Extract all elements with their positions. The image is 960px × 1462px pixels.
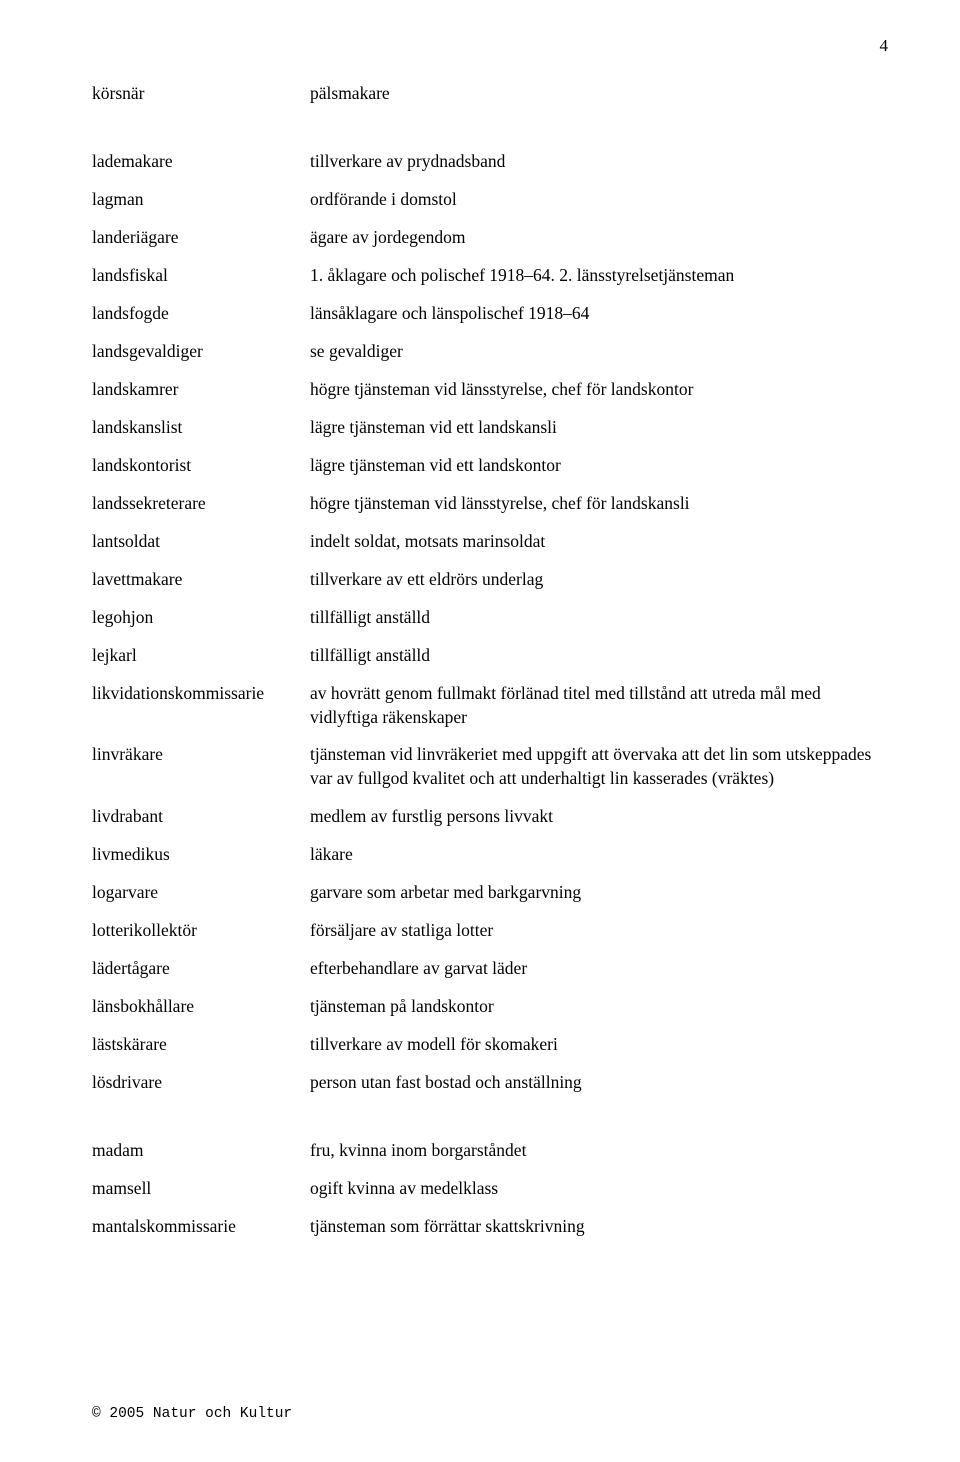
term-cell: landsfogde [92,302,310,340]
gap-cell [92,120,888,150]
term-cell: landssekreterare [92,492,310,530]
term-cell: landskontorist [92,454,310,492]
definition-cell: fru, kvinna inom borgarståndet [310,1139,888,1177]
definition-cell: tjänsteman på landskontor [310,995,888,1033]
glossary-row: landsgevaldigerse gevaldiger [92,340,888,378]
term-cell: körsnär [92,82,310,120]
glossary-row: madamfru, kvinna inom borgarståndet [92,1139,888,1177]
term-cell: landsfiskal [92,264,310,302]
term-cell: lantsoldat [92,530,310,568]
definition-cell: tillfälligt anställd [310,606,888,644]
term-cell: landeriägare [92,226,310,264]
term-cell: lösdrivare [92,1071,310,1109]
glossary-row: landsfogdelänsåklagare och länspolischef… [92,302,888,340]
term-cell: landskanslist [92,416,310,454]
term-cell: mamsell [92,1177,310,1215]
glossary-row: länsbokhållaretjänsteman på landskontor [92,995,888,1033]
definition-cell: tillverkare av ett eldrörs underlag [310,568,888,606]
page-number: 4 [880,36,889,56]
glossary-row: linvräkaretjänsteman vid linvräkeriet me… [92,743,888,805]
definition-cell: lägre tjänsteman vid ett landskontor [310,454,888,492]
term-cell: livmedikus [92,843,310,881]
term-cell: mantalskommissarie [92,1215,310,1253]
glossary-row: mamsellogift kvinna av medelklass [92,1177,888,1215]
definition-cell: lägre tjänsteman vid ett landskansli [310,416,888,454]
term-cell: lagman [92,188,310,226]
page: 4 körsnärpälsmakarelademakaretillverkare… [0,0,960,1462]
definition-cell: tjänsteman som förrättar skattskrivning [310,1215,888,1253]
term-cell: linvräkare [92,743,310,805]
term-cell: landsgevaldiger [92,340,310,378]
glossary-row: livdrabantmedlem av furstlig persons liv… [92,805,888,843]
definition-cell: länsåklagare och länspolischef 1918–64 [310,302,888,340]
term-cell: lästskärare [92,1033,310,1071]
glossary-row: landskanslistlägre tjänsteman vid ett la… [92,416,888,454]
gap-cell [92,1109,888,1139]
definition-cell: tillverkare av modell för skomakeri [310,1033,888,1071]
definition-cell: garvare som arbetar med barkgarvning [310,881,888,919]
definition-cell: indelt soldat, motsats marinsoldat [310,530,888,568]
glossary-row: landskontoristlägre tjänsteman vid ett l… [92,454,888,492]
term-cell: landskamrer [92,378,310,416]
term-cell: lavettmakare [92,568,310,606]
definition-cell: läkare [310,843,888,881]
glossary-row: lagmanordförande i domstol [92,188,888,226]
definition-cell: efterbehandlare av garvat läder [310,957,888,995]
term-cell: lejkarl [92,644,310,682]
definition-cell: 1. åklagare och polischef 1918–64. 2. lä… [310,264,888,302]
definition-cell: ordförande i domstol [310,188,888,226]
term-cell: likvidationskommissarie [92,682,310,744]
glossary-row: mantalskommissarietjänsteman som förrätt… [92,1215,888,1253]
glossary-row: lademakaretillverkare av prydnadsband [92,150,888,188]
glossary-row: logarvaregarvare som arbetar med barkgar… [92,881,888,919]
glossary-row: lädertågareefterbehandlare av garvat läd… [92,957,888,995]
content-area: körsnärpälsmakarelademakaretillverkare a… [92,82,888,1253]
section-gap [92,1109,888,1139]
definition-cell: tillfälligt anställd [310,644,888,682]
term-cell: madam [92,1139,310,1177]
definition-cell: medlem av furstlig persons livvakt [310,805,888,843]
definition-cell: tjänsteman vid linvräkeriet med uppgift … [310,743,888,805]
definition-cell: av hovrätt genom fullmakt förlänad titel… [310,682,888,744]
term-cell: lademakare [92,150,310,188]
definition-cell: försäljare av statliga lotter [310,919,888,957]
glossary-row: landsfiskal1. åklagare och polischef 191… [92,264,888,302]
glossary-row: lästskäraretillverkare av modell för sko… [92,1033,888,1071]
glossary-row: körsnärpälsmakare [92,82,888,120]
definition-cell: högre tjänsteman vid länsstyrelse, chef … [310,492,888,530]
glossary-table: körsnärpälsmakarelademakaretillverkare a… [92,82,888,1253]
footer-text: © 2005 Natur och Kultur [92,1406,292,1422]
glossary-row: landeriägareägare av jordegendom [92,226,888,264]
section-gap [92,120,888,150]
glossary-row: likvidationskommissarieav hovrätt genom … [92,682,888,744]
term-cell: länsbokhållare [92,995,310,1033]
term-cell: livdrabant [92,805,310,843]
term-cell: lädertågare [92,957,310,995]
term-cell: logarvare [92,881,310,919]
glossary-row: legohjontillfälligt anställd [92,606,888,644]
glossary-row: livmedikusläkare [92,843,888,881]
definition-cell: person utan fast bostad och anställning [310,1071,888,1109]
term-cell: lotterikollektör [92,919,310,957]
glossary-row: landskamrerhögre tjänsteman vid länsstyr… [92,378,888,416]
definition-cell: ägare av jordegendom [310,226,888,264]
glossary-row: lösdrivareperson utan fast bostad och an… [92,1071,888,1109]
glossary-row: lotterikollektörförsäljare av statliga l… [92,919,888,957]
glossary-row: lejkarltillfälligt anställd [92,644,888,682]
glossary-row: landssekreterarehögre tjänsteman vid län… [92,492,888,530]
term-cell: legohjon [92,606,310,644]
definition-cell: se gevaldiger [310,340,888,378]
glossary-row: lantsoldatindelt soldat, motsats marinso… [92,530,888,568]
definition-cell: tillverkare av prydnadsband [310,150,888,188]
definition-cell: pälsmakare [310,82,888,120]
definition-cell: ogift kvinna av medelklass [310,1177,888,1215]
definition-cell: högre tjänsteman vid länsstyrelse, chef … [310,378,888,416]
glossary-row: lavettmakaretillverkare av ett eldrörs u… [92,568,888,606]
